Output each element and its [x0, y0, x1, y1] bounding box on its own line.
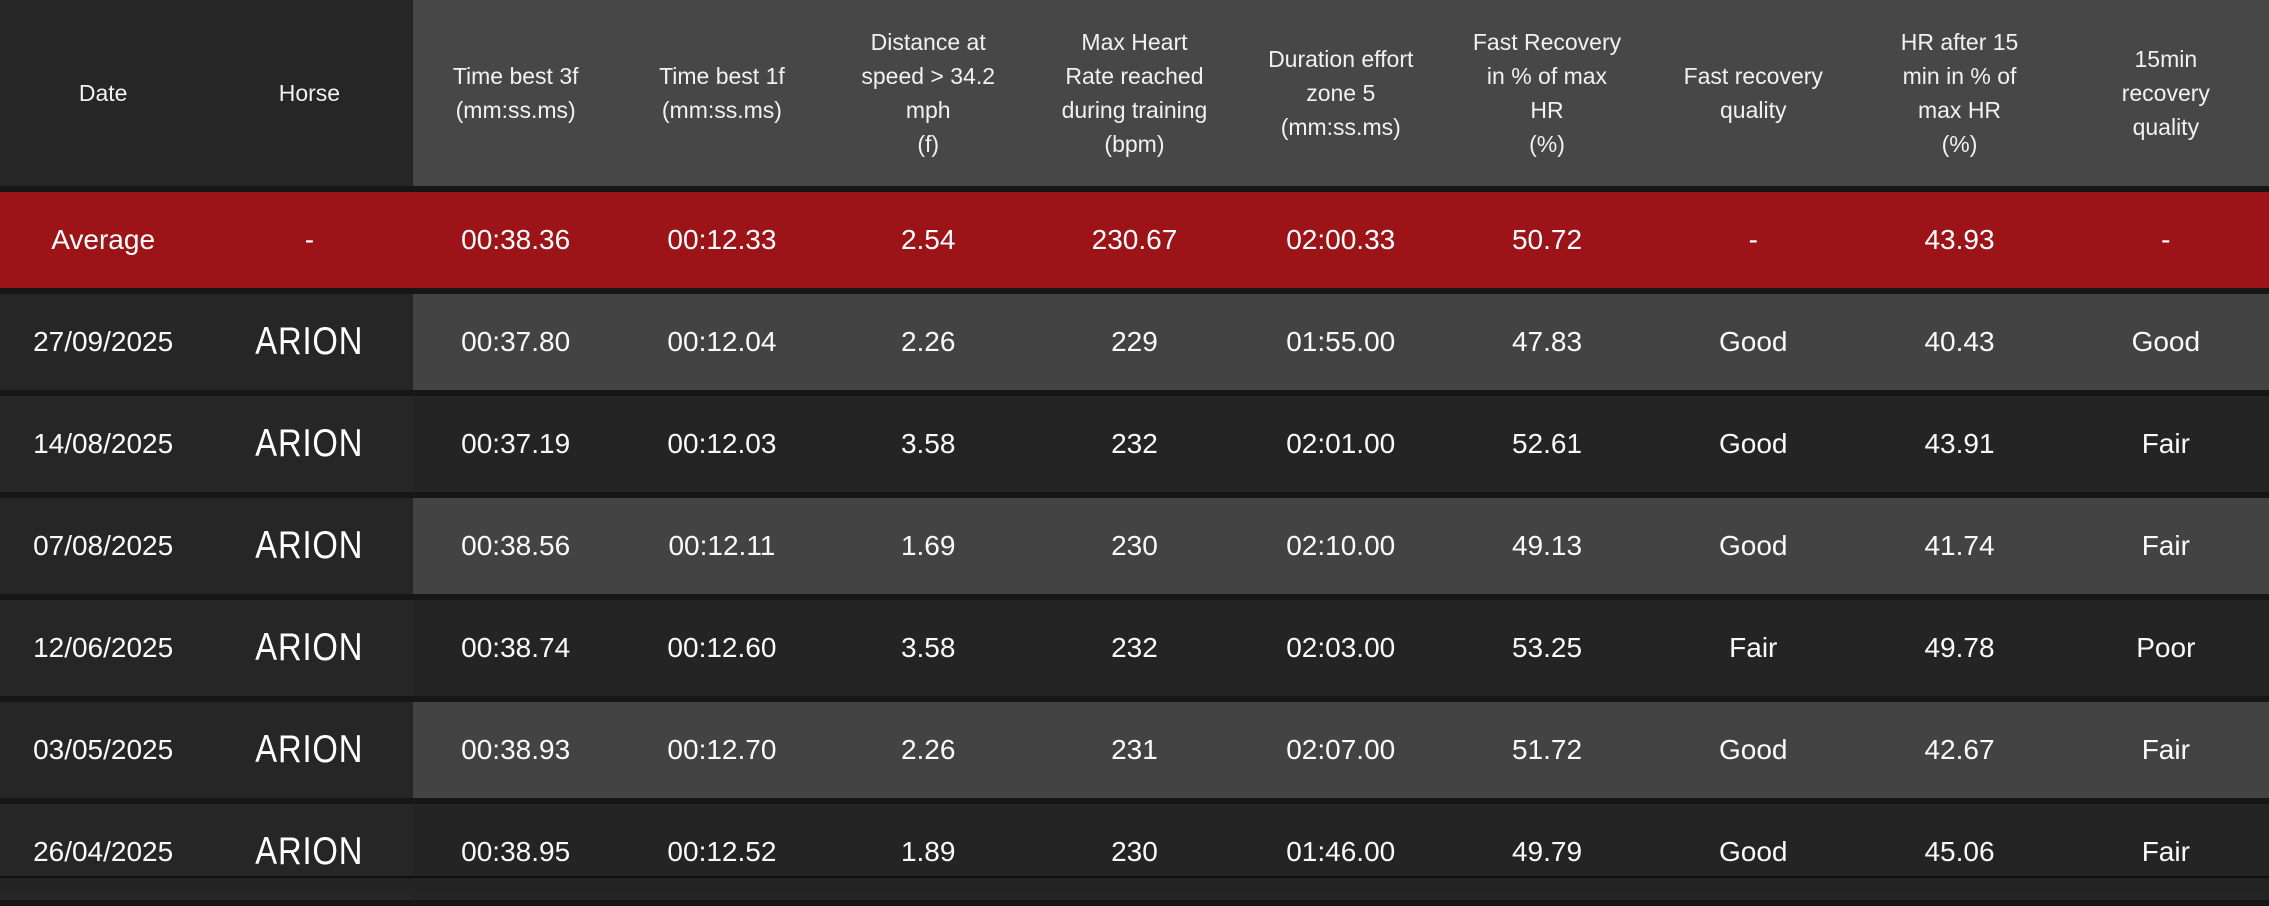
training-row-2-cell-fast-recovery-pct: 52.61 — [1443, 396, 1651, 492]
column-header-recovery-15min-quality: 15min recovery quality — [2062, 0, 2269, 186]
training-row-4-cell-time-best-3f: 00:38.74 — [412, 600, 619, 696]
training-row-5-cell-recovery-15min-quality: Fair — [2062, 702, 2269, 798]
training-row-2-cell-time-best-1f: 00:12.03 — [618, 396, 826, 492]
horse-name: ARION — [255, 320, 364, 363]
training-row-2[interactable]: 14/08/2025 ARION 00:37.19 00:12.03 3.58 232 02… — [0, 396, 2269, 492]
training-row-5-cell-fast-recovery-pct: 51.72 — [1443, 702, 1651, 798]
horse-name: ARION — [255, 422, 364, 465]
average-row-cell-fast-recovery-quality: - — [1650, 192, 1857, 288]
average-row-cell-time-best-1f: 00:12.33 — [618, 192, 826, 288]
training-row-5-cell-date: 03/05/2025 — [0, 702, 207, 798]
column-header-date: Date — [0, 0, 207, 186]
average-row-cell-hr-after-15min-pct: 43.93 — [1856, 192, 2063, 288]
average-row: Average -00:38.36 00:12.33 2.54 230.67 02:00.… — [0, 192, 2269, 288]
training-row-3-cell-fast-recovery-quality: Good — [1650, 498, 1857, 594]
training-row-5-cell-max-heart-rate: 231 — [1031, 702, 1238, 798]
column-header-distance-at-speed: Distance at speed > 34.2 mph (f) — [825, 0, 1032, 186]
training-row-2-cell-horse: ARION — [206, 396, 413, 492]
horse-name: ARION — [255, 728, 364, 771]
training-row-4-cell-date: 12/06/2025 — [0, 600, 207, 696]
training-row-1-cell-fast-recovery-quality: Good — [1650, 294, 1857, 390]
column-header-time-best-1f: Time best 1f (mm:ss.ms) — [618, 0, 826, 186]
training-row-1-cell-fast-recovery-pct: 47.83 — [1443, 294, 1651, 390]
training-row-2-cell-max-heart-rate: 232 — [1031, 396, 1238, 492]
training-row-5-cell-hr-after-15min-pct: 42.67 — [1856, 702, 2063, 798]
average-row-cell-horse: - — [206, 192, 413, 288]
column-header-horse: Horse — [206, 0, 413, 186]
training-row-2-cell-hr-after-15min-pct: 43.91 — [1856, 396, 2063, 492]
training-row-3-cell-fast-recovery-pct: 49.13 — [1443, 498, 1651, 594]
column-header-max-heart-rate: Max Heart Rate reached during training (… — [1031, 0, 1238, 186]
training-row-5-cell-fast-recovery-quality: Good — [1650, 702, 1857, 798]
horse-name: ARION — [255, 830, 364, 873]
header-row: Date Horse Time best 3f (mm:ss.ms) Time bes… — [0, 0, 2269, 186]
training-row-4-cell-duration-effort-zone-5: 02:03.00 — [1237, 600, 1444, 696]
training-row-1-cell-time-best-3f: 00:37.80 — [412, 294, 619, 390]
training-row-3-cell-time-best-3f: 00:38.56 — [412, 498, 619, 594]
horse-name: ARION — [255, 626, 364, 669]
horizontal-scrollbar-track[interactable] — [0, 876, 2269, 890]
column-header-duration-effort-zone-5: Duration effort zone 5 (mm:ss.ms) — [1237, 0, 1444, 186]
training-row-4-cell-hr-after-15min-pct: 49.78 — [1856, 600, 2063, 696]
training-row-2-cell-fast-recovery-quality: Good — [1650, 396, 1857, 492]
training-row-2-cell-date: 14/08/2025 — [0, 396, 207, 492]
training-row-3-cell-recovery-15min-quality: Fair — [2062, 498, 2269, 594]
training-row-2-cell-time-best-3f: 00:37.19 — [412, 396, 619, 492]
average-row-cell-duration-effort-zone-5: 02:00.33 — [1237, 192, 1444, 288]
horse-name: ARION — [255, 524, 364, 567]
average-row-cell-time-best-3f: 00:38.36 — [412, 192, 619, 288]
average-row-cell-recovery-15min-quality: - — [2062, 192, 2269, 288]
training-row-5-cell-time-best-3f: 00:38.93 — [412, 702, 619, 798]
training-row-5[interactable]: 03/05/2025 ARION 00:38.93 00:12.70 2.26 231 02… — [0, 702, 2269, 798]
training-row-1-cell-horse: ARION — [206, 294, 413, 390]
training-row-1-cell-date: 27/09/2025 — [0, 294, 207, 390]
training-row-4-cell-recovery-15min-quality: Poor — [2062, 600, 2269, 696]
training-row-3[interactable]: 07/08/2025 ARION 00:38.56 00:12.11 1.69 230 02… — [0, 498, 2269, 594]
column-header-fast-recovery-pct: Fast Recovery in % of max HR (%) — [1443, 0, 1651, 186]
training-row-3-cell-distance-at-speed: 1.69 — [825, 498, 1032, 594]
column-header-fast-recovery-quality: Fast recovery quality — [1650, 0, 1857, 186]
training-row-4-cell-fast-recovery-pct: 53.25 — [1443, 600, 1651, 696]
training-row-1-cell-max-heart-rate: 229 — [1031, 294, 1238, 390]
training-row-5-cell-time-best-1f: 00:12.70 — [618, 702, 826, 798]
training-row-3-cell-time-best-1f: 00:12.11 — [618, 498, 826, 594]
training-row-1-cell-recovery-15min-quality: Good — [2062, 294, 2269, 390]
training-row-5-cell-duration-effort-zone-5: 02:07.00 — [1237, 702, 1444, 798]
training-row-2-cell-duration-effort-zone-5: 02:01.00 — [1237, 396, 1444, 492]
training-row-4-cell-max-heart-rate: 232 — [1031, 600, 1238, 696]
column-header-time-best-3f: Time best 3f (mm:ss.ms) — [412, 0, 619, 186]
training-row-3-cell-hr-after-15min-pct: 41.74 — [1856, 498, 2063, 594]
training-row-4[interactable]: 12/06/2025 ARION 00:38.74 00:12.60 3.58 232 02… — [0, 600, 2269, 696]
training-row-1-cell-time-best-1f: 00:12.04 — [618, 294, 826, 390]
training-row-3-cell-horse: ARION — [206, 498, 413, 594]
training-row-4-cell-distance-at-speed: 3.58 — [825, 600, 1032, 696]
average-row-cell-date: Average — [0, 192, 207, 288]
training-row-1-cell-hr-after-15min-pct: 40.43 — [1856, 294, 2063, 390]
average-row-cell-max-heart-rate: 230.67 — [1031, 192, 1238, 288]
training-row-1-cell-duration-effort-zone-5: 01:55.00 — [1237, 294, 1444, 390]
training-row-5-cell-horse: ARION — [206, 702, 413, 798]
training-row-3-cell-date: 07/08/2025 — [0, 498, 207, 594]
training-row-4-cell-horse: ARION — [206, 600, 413, 696]
training-row-1[interactable]: 27/09/2025 ARION 00:37.80 00:12.04 2.26 229 01… — [0, 294, 2269, 390]
training-row-4-cell-fast-recovery-quality: Fair — [1650, 600, 1857, 696]
table-header: Date Horse Time best 3f (mm:ss.ms) Time bes… — [0, 0, 2269, 186]
training-row-4-cell-time-best-1f: 00:12.60 — [618, 600, 826, 696]
training-row-5-cell-distance-at-speed: 2.26 — [825, 702, 1032, 798]
average-row-cell-fast-recovery-pct: 50.72 — [1443, 192, 1651, 288]
average-row-cell-distance-at-speed: 2.54 — [825, 192, 1032, 288]
column-header-hr-after-15min-pct: HR after 15 min in % of max HR (%) — [1856, 0, 2063, 186]
training-row-1-cell-distance-at-speed: 2.26 — [825, 294, 1032, 390]
training-row-3-cell-duration-effort-zone-5: 02:10.00 — [1237, 498, 1444, 594]
table-body: Average -00:38.36 00:12.33 2.54 230.67 02:00.… — [0, 192, 2269, 900]
training-row-3-cell-max-heart-rate: 230 — [1031, 498, 1238, 594]
training-row-2-cell-recovery-15min-quality: Fair — [2062, 396, 2269, 492]
training-row-2-cell-distance-at-speed: 3.58 — [825, 396, 1032, 492]
